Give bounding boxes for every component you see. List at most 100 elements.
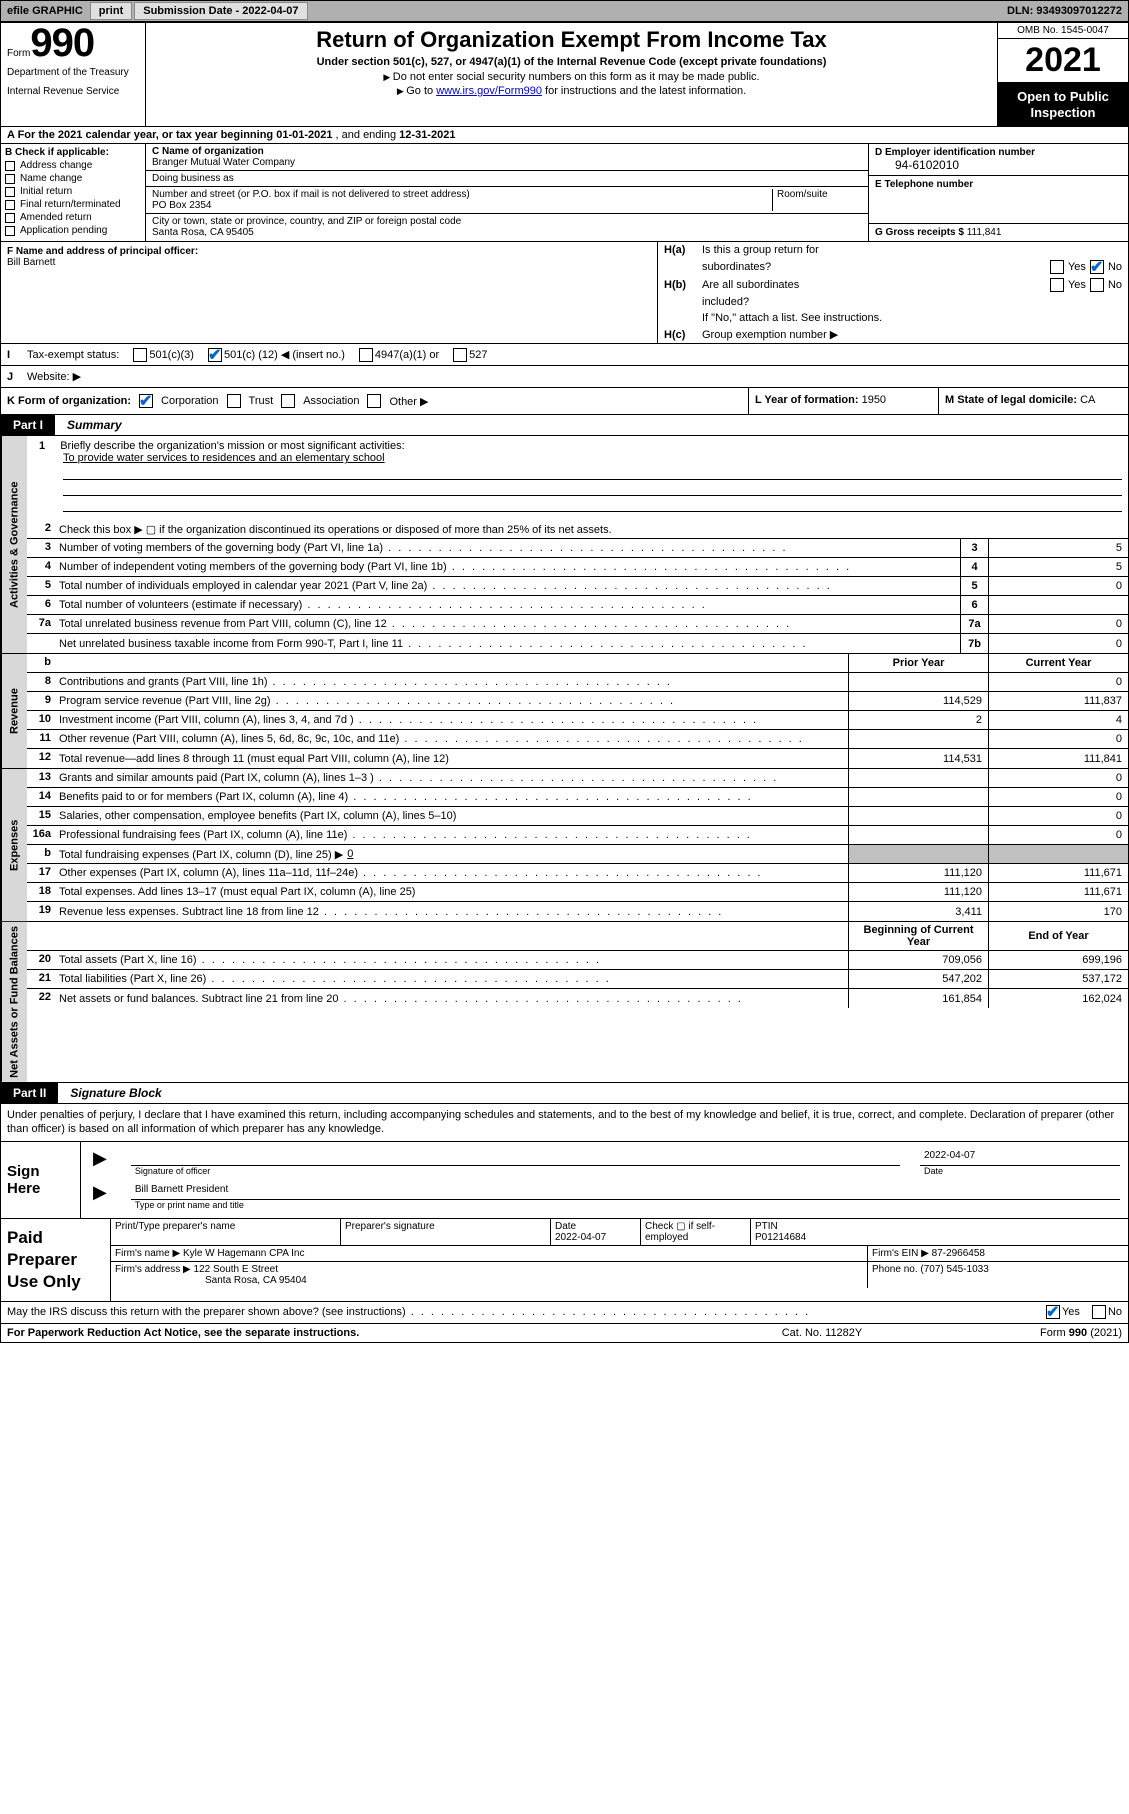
discuss-text: May the IRS discuss this return with the… xyxy=(7,1306,406,1318)
row-a-begin: 01-01-2021 xyxy=(276,129,332,141)
i-c3-chk[interactable] xyxy=(133,348,147,362)
l14-c: 0 xyxy=(988,788,1128,806)
ha-no-chk[interactable] xyxy=(1090,260,1104,274)
form-number: 990 xyxy=(30,21,94,65)
d-ein-label: D Employer identification number xyxy=(875,147,1122,158)
l3-val: 5 xyxy=(988,539,1128,557)
l16b-val: 0 xyxy=(347,848,353,860)
i-label: I xyxy=(7,349,27,361)
ha-t2: subordinates? xyxy=(702,261,1048,273)
hb-no-chk[interactable] xyxy=(1090,278,1104,292)
hdr-b: b xyxy=(27,654,55,672)
line-1: 1 Briefly describe the organization's mi… xyxy=(27,436,1128,466)
l8-p xyxy=(848,673,988,691)
lbl-amend: Amended return xyxy=(20,212,92,223)
preparer-row: Paid Preparer Use Only Print/Type prepar… xyxy=(1,1219,1128,1302)
l16b-text: Total fundraising expenses (Part IX, col… xyxy=(59,848,343,861)
l12-p: 114,531 xyxy=(848,749,988,768)
prep-name-label: Print/Type preparer's name xyxy=(115,1221,336,1232)
ha-yes-chk[interactable] xyxy=(1050,260,1064,274)
m-box: M State of legal domicile: CA xyxy=(938,388,1128,414)
chk-final[interactable] xyxy=(5,200,15,210)
firm-addr1: 122 South E Street xyxy=(194,1264,279,1275)
l10-num: 10 xyxy=(27,711,55,729)
chk-amend[interactable] xyxy=(5,213,15,223)
phone-label: Phone no. xyxy=(872,1264,918,1275)
l5-val: 0 xyxy=(988,577,1128,595)
chk-app[interactable] xyxy=(5,226,15,236)
print-button[interactable]: print xyxy=(90,2,132,20)
i-c-pre: 501(c) ( xyxy=(224,349,262,361)
l16b-p xyxy=(848,845,988,863)
k-trust-chk[interactable] xyxy=(227,394,241,408)
exp-section: Expenses 13 Grants and similar amounts p… xyxy=(1,769,1128,922)
hb-yes: Yes xyxy=(1068,279,1086,291)
k-corp-chk[interactable] xyxy=(139,394,153,408)
discuss-yes-chk[interactable] xyxy=(1046,1305,1060,1319)
l19-num: 19 xyxy=(27,902,55,921)
vtab-net: Net Assets or Fund Balances xyxy=(1,922,27,1082)
i-row: I Tax-exempt status: 501(c)(3) 501(c) (1… xyxy=(1,344,1128,366)
submission-date-button[interactable]: Submission Date - 2022-04-07 xyxy=(134,2,307,20)
k-other: Other ▶ xyxy=(389,395,428,408)
lbl-name: Name change xyxy=(20,173,82,184)
title-box: Return of Organization Exempt From Incom… xyxy=(146,23,998,126)
open-public: Open to Public Inspection xyxy=(998,83,1128,126)
chk-init[interactable] xyxy=(5,187,15,197)
l15-text: Salaries, other compensation, employee b… xyxy=(59,810,456,822)
hdr-eoy: End of Year xyxy=(988,922,1128,950)
l17-c: 111,671 xyxy=(988,864,1128,882)
l10-p: 2 xyxy=(848,711,988,729)
l11-c: 0 xyxy=(988,730,1128,748)
chk-name[interactable] xyxy=(5,174,15,184)
part1-header: Part I Summary xyxy=(1,415,1128,436)
l21-num: 21 xyxy=(27,970,55,988)
l7b-box: 7b xyxy=(960,634,988,653)
mission-line-4 xyxy=(63,498,1122,512)
firm-name-val: Kyle W Hagemann CPA Inc xyxy=(183,1248,305,1259)
form-id-box: Form990 Department of the Treasury Inter… xyxy=(1,23,146,126)
footer: For Paperwork Reduction Act Notice, see … xyxy=(1,1324,1128,1342)
k-other-chk[interactable] xyxy=(367,394,381,408)
k-assoc: Association xyxy=(303,395,359,407)
footer-r-num: 990 xyxy=(1069,1327,1087,1339)
l16a-c: 0 xyxy=(988,826,1128,844)
hb-yes-chk[interactable] xyxy=(1050,278,1064,292)
i-c-chk[interactable] xyxy=(208,348,222,362)
firm-addr-label: Firm's address ▶ xyxy=(115,1264,191,1275)
l9-num: 9 xyxy=(27,692,55,710)
discuss-no-chk[interactable] xyxy=(1092,1305,1106,1319)
irs-link[interactable]: www.irs.gov/Form990 xyxy=(436,85,542,97)
i-c3: 501(c)(3) xyxy=(149,349,194,361)
officer-date-label: Date xyxy=(920,1166,1120,1176)
officer-sig-line[interactable] xyxy=(131,1148,900,1166)
ha-label: H(a) xyxy=(664,244,702,256)
k-assoc-chk[interactable] xyxy=(281,394,295,408)
firm-name-label: Firm's name ▶ xyxy=(115,1248,180,1259)
i-527-chk[interactable] xyxy=(453,348,467,362)
firm-ein-label: Firm's EIN ▶ xyxy=(872,1248,929,1259)
col-d: D Employer identification number 94-6102… xyxy=(868,144,1128,241)
lbl-app: Application pending xyxy=(20,225,107,236)
chk-addr[interactable] xyxy=(5,161,15,171)
discuss-no: No xyxy=(1108,1306,1122,1318)
col-b-hdr: B Check if applicable: xyxy=(5,147,141,158)
officer-name: Bill Barnett President xyxy=(131,1182,1120,1200)
hb-t1: Are all subordinates xyxy=(702,279,799,291)
l22-c: 162,024 xyxy=(988,989,1128,1008)
i-c-post: ) ◀ (insert no.) xyxy=(274,348,345,361)
l10-c: 4 xyxy=(988,711,1128,729)
l22-p: 161,854 xyxy=(848,989,988,1008)
f-box: F Name and address of principal officer:… xyxy=(1,242,658,343)
footer-left: For Paperwork Reduction Act Notice, see … xyxy=(7,1327,722,1339)
i-text: Tax-exempt status: xyxy=(27,349,119,361)
l4-num: 4 xyxy=(27,558,55,576)
i-527: 527 xyxy=(469,349,487,361)
l19-c: 170 xyxy=(988,902,1128,921)
year-box: OMB No. 1545-0047 2021 Open to Public In… xyxy=(998,23,1128,126)
l21-text: Total liabilities (Part X, line 26) xyxy=(59,973,206,985)
i-c-num: 12 xyxy=(262,349,274,361)
i-a1-chk[interactable] xyxy=(359,348,373,362)
row-a-end: 12-31-2021 xyxy=(399,129,455,141)
preparer-label: Paid Preparer Use Only xyxy=(1,1219,111,1301)
